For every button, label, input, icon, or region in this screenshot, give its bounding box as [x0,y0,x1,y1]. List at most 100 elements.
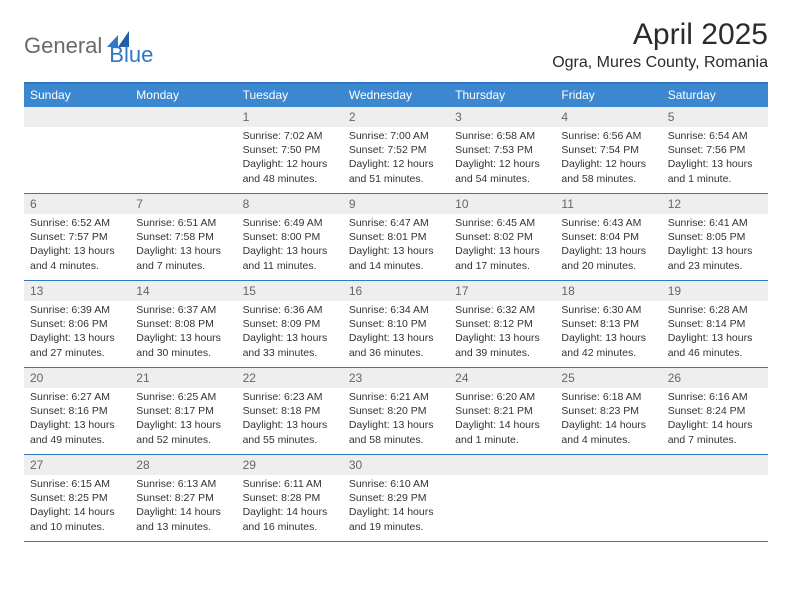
day-details: Sunrise: 6:47 AMSunset: 8:01 PMDaylight:… [343,214,449,277]
day-details: Sunrise: 6:45 AMSunset: 8:02 PMDaylight:… [449,214,555,277]
day-number: 14 [130,281,236,301]
sunrise-text: Sunrise: 6:34 AM [349,303,443,317]
day-cell: 20Sunrise: 6:27 AMSunset: 8:16 PMDayligh… [24,368,130,454]
sunset-text: Sunset: 7:58 PM [136,230,230,244]
day-number: 4 [555,107,661,127]
sunrise-text: Sunrise: 6:45 AM [455,216,549,230]
sunset-text: Sunset: 7:54 PM [561,143,655,157]
day-details: Sunrise: 6:41 AMSunset: 8:05 PMDaylight:… [662,214,768,277]
day-details [449,475,555,537]
calendar-week: 6Sunrise: 6:52 AMSunset: 7:57 PMDaylight… [24,194,768,281]
day-number [130,107,236,127]
page: General Blue April 2025 Ogra, Mures Coun… [0,0,792,542]
day-details [24,127,130,189]
day-cell: 10Sunrise: 6:45 AMSunset: 8:02 PMDayligh… [449,194,555,280]
sunset-text: Sunset: 8:01 PM [349,230,443,244]
day-number: 18 [555,281,661,301]
daylight-text: Daylight: 13 hours and 7 minutes. [136,244,230,272]
sunrise-text: Sunrise: 6:10 AM [349,477,443,491]
day-number: 12 [662,194,768,214]
sunset-text: Sunset: 8:02 PM [455,230,549,244]
sunrise-text: Sunrise: 6:56 AM [561,129,655,143]
day-cell: 23Sunrise: 6:21 AMSunset: 8:20 PMDayligh… [343,368,449,454]
sunset-text: Sunset: 8:27 PM [136,491,230,505]
day-number [662,455,768,475]
day-cell: 3Sunrise: 6:58 AMSunset: 7:53 PMDaylight… [449,107,555,193]
sunset-text: Sunset: 8:13 PM [561,317,655,331]
sunset-text: Sunset: 8:24 PM [668,404,762,418]
day-number: 29 [237,455,343,475]
daylight-text: Daylight: 13 hours and 42 minutes. [561,331,655,359]
sunrise-text: Sunrise: 6:47 AM [349,216,443,230]
day-details: Sunrise: 6:20 AMSunset: 8:21 PMDaylight:… [449,388,555,451]
day-details: Sunrise: 6:54 AMSunset: 7:56 PMDaylight:… [662,127,768,190]
day-number: 13 [24,281,130,301]
day-number: 2 [343,107,449,127]
sunrise-text: Sunrise: 6:16 AM [668,390,762,404]
calendar-week: 1Sunrise: 7:02 AMSunset: 7:50 PMDaylight… [24,107,768,194]
day-details: Sunrise: 6:13 AMSunset: 8:27 PMDaylight:… [130,475,236,538]
location-label: Ogra, Mures County, Romania [552,54,768,72]
day-details: Sunrise: 6:28 AMSunset: 8:14 PMDaylight:… [662,301,768,364]
sunset-text: Sunset: 7:53 PM [455,143,549,157]
daylight-text: Daylight: 13 hours and 17 minutes. [455,244,549,272]
day-cell: 1Sunrise: 7:02 AMSunset: 7:50 PMDaylight… [237,107,343,193]
sunrise-text: Sunrise: 6:25 AM [136,390,230,404]
day-number: 22 [237,368,343,388]
weekday-label: Saturday [662,84,768,107]
sunrise-text: Sunrise: 6:27 AM [30,390,124,404]
weekday-label: Tuesday [237,84,343,107]
day-details: Sunrise: 6:56 AMSunset: 7:54 PMDaylight:… [555,127,661,190]
daylight-text: Daylight: 13 hours and 39 minutes. [455,331,549,359]
calendar-week: 13Sunrise: 6:39 AMSunset: 8:06 PMDayligh… [24,281,768,368]
day-details: Sunrise: 6:36 AMSunset: 8:09 PMDaylight:… [237,301,343,364]
day-details [555,475,661,537]
daylight-text: Daylight: 13 hours and 30 minutes. [136,331,230,359]
day-cell: 9Sunrise: 6:47 AMSunset: 8:01 PMDaylight… [343,194,449,280]
daylight-text: Daylight: 12 hours and 51 minutes. [349,157,443,185]
daylight-text: Daylight: 13 hours and 49 minutes. [30,418,124,446]
sunrise-text: Sunrise: 6:32 AM [455,303,549,317]
sunset-text: Sunset: 8:14 PM [668,317,762,331]
day-details: Sunrise: 6:32 AMSunset: 8:12 PMDaylight:… [449,301,555,364]
daylight-text: Daylight: 13 hours and 33 minutes. [243,331,337,359]
weekday-header: Sunday Monday Tuesday Wednesday Thursday… [24,84,768,107]
day-number [449,455,555,475]
day-details: Sunrise: 6:51 AMSunset: 7:58 PMDaylight:… [130,214,236,277]
sunset-text: Sunset: 7:52 PM [349,143,443,157]
weeks-container: 1Sunrise: 7:02 AMSunset: 7:50 PMDaylight… [24,107,768,542]
day-details: Sunrise: 6:15 AMSunset: 8:25 PMDaylight:… [24,475,130,538]
daylight-text: Daylight: 13 hours and 4 minutes. [30,244,124,272]
day-cell: 5Sunrise: 6:54 AMSunset: 7:56 PMDaylight… [662,107,768,193]
calendar: Sunday Monday Tuesday Wednesday Thursday… [24,82,768,542]
sunrise-text: Sunrise: 7:00 AM [349,129,443,143]
sunset-text: Sunset: 8:20 PM [349,404,443,418]
day-details: Sunrise: 6:34 AMSunset: 8:10 PMDaylight:… [343,301,449,364]
day-cell: 17Sunrise: 6:32 AMSunset: 8:12 PMDayligh… [449,281,555,367]
day-number: 1 [237,107,343,127]
sunset-text: Sunset: 8:18 PM [243,404,337,418]
sunset-text: Sunset: 8:08 PM [136,317,230,331]
day-details: Sunrise: 6:52 AMSunset: 7:57 PMDaylight:… [24,214,130,277]
day-details: Sunrise: 6:23 AMSunset: 8:18 PMDaylight:… [237,388,343,451]
sunrise-text: Sunrise: 6:36 AM [243,303,337,317]
day-details: Sunrise: 6:30 AMSunset: 8:13 PMDaylight:… [555,301,661,364]
weekday-label: Monday [130,84,236,107]
daylight-text: Daylight: 14 hours and 7 minutes. [668,418,762,446]
day-number: 9 [343,194,449,214]
day-cell: 18Sunrise: 6:30 AMSunset: 8:13 PMDayligh… [555,281,661,367]
brand-word2: Blue [109,24,153,68]
sunset-text: Sunset: 8:16 PM [30,404,124,418]
daylight-text: Daylight: 13 hours and 55 minutes. [243,418,337,446]
day-number: 28 [130,455,236,475]
day-cell: 13Sunrise: 6:39 AMSunset: 8:06 PMDayligh… [24,281,130,367]
daylight-text: Daylight: 13 hours and 20 minutes. [561,244,655,272]
daylight-text: Daylight: 13 hours and 52 minutes. [136,418,230,446]
day-cell [555,455,661,541]
sunrise-text: Sunrise: 6:41 AM [668,216,762,230]
day-number: 10 [449,194,555,214]
daylight-text: Daylight: 14 hours and 1 minute. [455,418,549,446]
day-number: 24 [449,368,555,388]
day-number: 8 [237,194,343,214]
day-cell [449,455,555,541]
